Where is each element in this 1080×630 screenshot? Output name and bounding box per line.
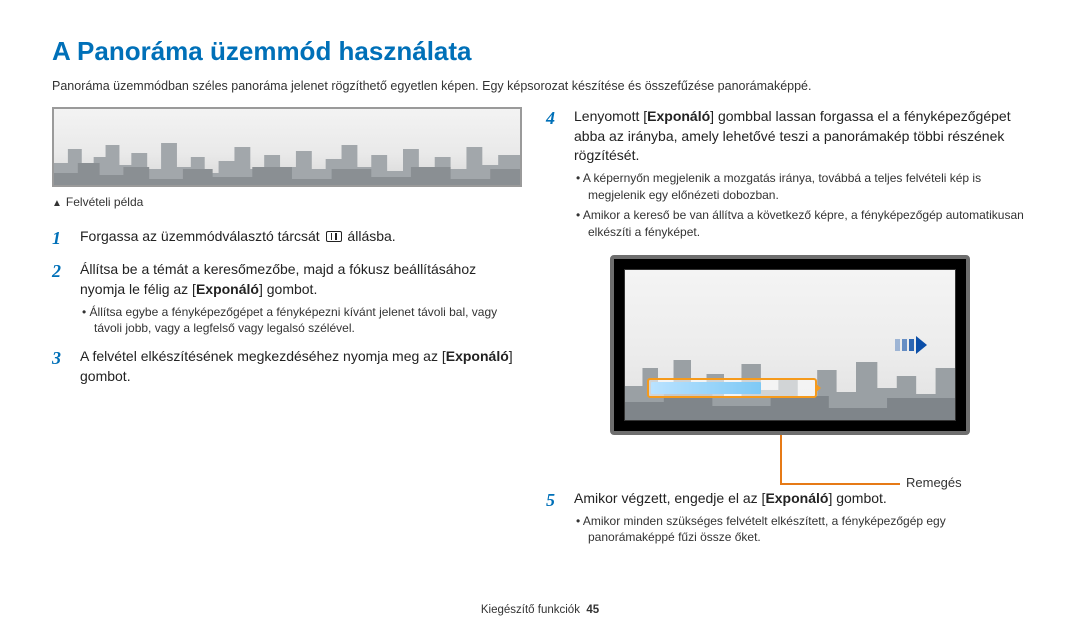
mode-dial-icon bbox=[326, 231, 342, 242]
footer-page-number: 45 bbox=[586, 604, 599, 616]
right-column: 4 Lenyomott [Exponáló] gombbal lassan fo… bbox=[546, 107, 1026, 556]
step-number: 4 bbox=[546, 107, 564, 241]
sample-caption: Felvételi példa bbox=[52, 195, 522, 209]
step-number: 3 bbox=[52, 347, 70, 386]
step-4-sub-2: Amikor a kereső be van állítva a követke… bbox=[574, 207, 1026, 241]
lcd-preview-wrap: Remegés bbox=[610, 255, 970, 435]
step-5-text-pre: Amikor végzett, engedje el az [ bbox=[574, 490, 765, 506]
footer-section-label: Kiegészítő funkciók bbox=[481, 604, 580, 616]
step-1-text-post: állásba. bbox=[344, 228, 396, 244]
direction-arrow-icon bbox=[895, 336, 927, 354]
step-number: 5 bbox=[546, 489, 564, 546]
camera-lcd bbox=[610, 255, 970, 435]
callout-line-v bbox=[780, 435, 782, 485]
step-2-sub: Állítsa egybe a fényképezőgépet a fényké… bbox=[80, 304, 522, 338]
page-title: A Panoráma üzemmód használata bbox=[52, 36, 1028, 67]
step-2: 2 Állítsa be a témát a keresőmezőbe, maj… bbox=[52, 260, 522, 337]
step-3: 3 A felvétel elkészítésének megkezdéséhe… bbox=[52, 347, 522, 386]
left-column: Felvételi példa 1 Forgassa az üzemmódvál… bbox=[52, 107, 522, 556]
step-2-text-post: ] gombot. bbox=[259, 281, 317, 297]
step-4: 4 Lenyomott [Exponáló] gombbal lassan fo… bbox=[546, 107, 1026, 241]
page-footer: Kiegészítő funkciók 45 bbox=[0, 604, 1080, 616]
step-number: 1 bbox=[52, 227, 70, 250]
step-2-bold: Exponáló bbox=[196, 281, 259, 297]
step-5: 5 Amikor végzett, engedje el az [Exponál… bbox=[546, 489, 1026, 546]
step-3-bold: Exponáló bbox=[446, 348, 509, 364]
step-1: 1 Forgassa az üzemmódválasztó tárcsát ál… bbox=[52, 227, 522, 250]
step-5-sub: Amikor minden szükséges felvételt elkész… bbox=[574, 513, 1026, 547]
callout-label: Remegés bbox=[906, 475, 962, 490]
step-4-sub-1: A képernyőn megjelenik a mozgatás iránya… bbox=[574, 170, 1026, 204]
callout-line-h bbox=[780, 483, 900, 485]
step-4-text-pre: Lenyomott [ bbox=[574, 108, 647, 124]
panorama-sample-image bbox=[52, 107, 522, 187]
step-1-text-pre: Forgassa az üzemmódválasztó tárcsát bbox=[80, 228, 324, 244]
step-5-text-post: ] gombot. bbox=[828, 490, 886, 506]
step-3-text-pre: A felvétel elkészítésének megkezdéséhez … bbox=[80, 348, 446, 364]
step-number: 2 bbox=[52, 260, 70, 337]
progress-indicator bbox=[647, 378, 817, 398]
step-5-bold: Exponáló bbox=[765, 490, 828, 506]
step-4-bold: Exponáló bbox=[647, 108, 710, 124]
intro-text: Panoráma üzemmódban széles panoráma jele… bbox=[52, 79, 1028, 93]
